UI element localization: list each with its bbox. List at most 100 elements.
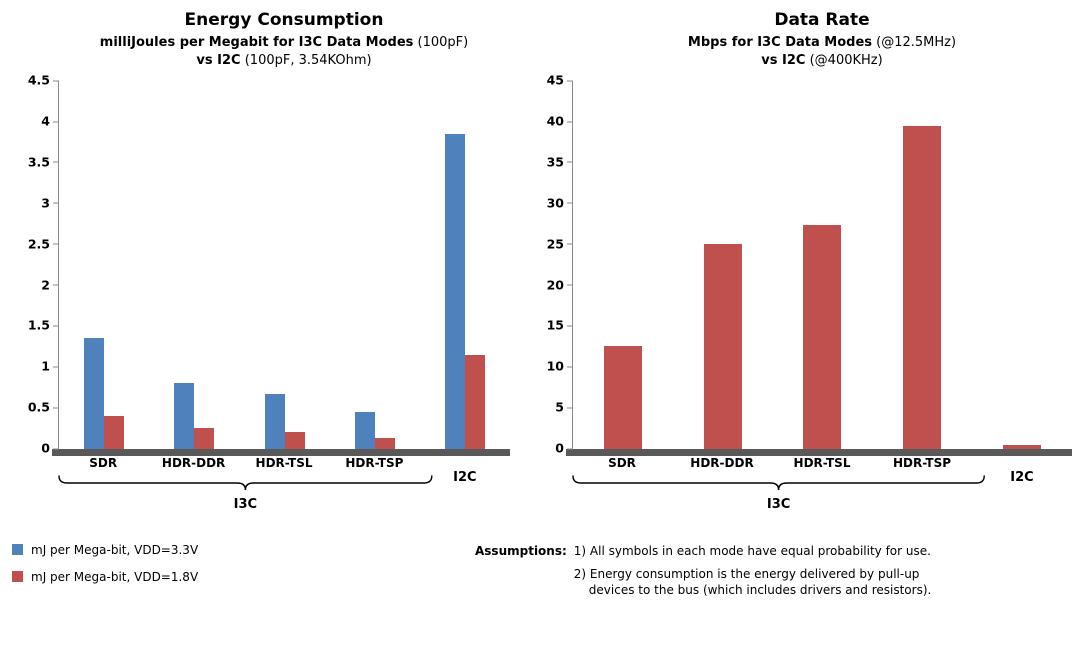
y-tick-mark [53,448,59,450]
bar-hdr-tsl [264,393,285,449]
category-labels-row: SDR HDR-DDR HDR-TSL HDR-TSP I2C [12,455,510,485]
gutter-spacer [532,495,572,517]
chart-subtitle-bold: vs I2C [761,53,806,69]
gutter-spacer [12,475,58,493]
y-tick-label: 4.5 [27,72,50,88]
bar-group-i2c [420,81,510,449]
y-tick-mark [567,121,573,123]
category-label-hdr-tsl: HDR-TSL [793,455,851,470]
plot-area [52,80,510,456]
assumptions-label: Assumptions: [475,543,567,558]
category-labels: SDR HDR-DDR HDR-TSL HDR-TSP I2C [572,455,1072,485]
footer: mJ per Mega-bit, VDD=3.3V mJ per Mega-bi… [0,517,1080,599]
bar-hdr-tsp [374,438,395,449]
group-label-row: I3C [12,495,510,517]
group-label-i3c: I3C [766,496,791,512]
y-tick-label: 30 [546,195,564,211]
y-tick-label: 4 [41,113,50,129]
y-tick-label: 1 [41,358,50,374]
i3c-group-brace [572,474,985,490]
assumptions-items: 1) All symbols in each mode have equal p… [574,543,956,599]
bar-hdr-tsp [903,125,942,449]
group-brace-holder [58,474,510,493]
x-axis-line [566,448,1072,456]
y-tick-label: 20 [546,276,564,292]
gutter-spacer [532,475,572,493]
bar-i2c [1003,445,1042,449]
gutter-spacer [12,456,58,471]
y-tick-mark [53,243,59,245]
y-tick-mark [53,121,59,123]
y-tick-mark [567,407,573,409]
bar-hdr-ddr [174,383,195,449]
y-tick-label: 2 [41,276,50,292]
plot-row: 0 0.5 1 1.5 2 2.5 3 3.5 4 4.5 [12,74,510,456]
y-tick-label: 2.5 [27,235,50,251]
bar-group-sdr [59,81,149,449]
category-label-sdr: SDR [608,455,636,470]
bar-group-hdr-ddr [673,81,773,449]
legend-label: mJ per Mega-bit, VDD=1.8V [31,569,199,584]
gutter-spacer [532,456,572,471]
chart-subtitle-bold: milliJoules per Megabit for I3C Data Mod… [99,35,414,51]
category-label-i2c: I2C [453,469,477,485]
legend-item-vdd18: mJ per Mega-bit, VDD=1.8V [12,570,262,584]
category-labels: SDR HDR-DDR HDR-TSL HDR-TSP I2C [58,455,510,485]
y-tick-mark [567,325,573,327]
bar-hdr-tsp [354,411,375,449]
plot-row: 0 5 10 15 20 25 30 35 40 45 [532,74,1072,456]
chart-subtitle-bold: vs I2C [196,53,241,69]
bar-sdr [104,415,125,449]
y-tick-label: 0.5 [27,399,50,415]
legend-swatch-blue [12,544,23,556]
bar-sdr [603,346,642,449]
category-label-sdr: SDR [89,455,118,470]
group-label-holder: I3C [58,495,510,517]
y-tick-mark [53,161,59,163]
bar-group-hdr-ddr [149,81,239,449]
bar-group-i2c [972,81,1072,449]
i3c-group-brace [58,474,433,490]
y-tick-label: 0 [555,440,564,456]
chart-title: Energy Consumption [184,10,384,30]
y-tick-mark [567,243,573,245]
chart-subtitle-line2: vs I2C (100pF, 3.54KOhm) [12,52,510,70]
chart-title: Data Rate [774,10,870,30]
assumption-item-1: 1) All symbols in each mode have equal p… [573,543,931,558]
y-axis-labels: 0 0.5 1 1.5 2 2.5 3 3.5 4 4.5 [12,74,58,454]
chart-subtitle-line1: Mbps for I3C Data Modes (@12.5MHz) [532,34,1072,52]
y-tick-mark [567,202,573,204]
group-brace-holder [572,474,1072,493]
y-tick-label: 25 [546,235,564,251]
gutter-spacer [12,495,58,517]
y-tick-mark [567,80,573,82]
group-brace-row [532,474,1072,493]
energy-consumption-chart: Energy Consumption milliJoules per Megab… [12,10,510,517]
plot-area [566,80,1072,456]
category-label-hdr-ddr: HDR-DDR [690,455,754,470]
bar-hdr-ddr [194,428,215,449]
y-tick-label: 40 [546,113,564,129]
bar-i2c [444,133,465,449]
bar-sdr [84,338,105,449]
bar-hdr-tsl [803,225,842,449]
bar-group-hdr-tsp [872,81,972,449]
chart-subtitle-line1: milliJoules per Megabit for I3C Data Mod… [12,34,510,52]
legend-swatch-red [12,571,23,583]
bar-hdr-ddr [703,244,742,449]
y-tick-label: 0 [41,440,50,456]
y-tick-mark [53,284,59,286]
y-tick-label: 15 [546,317,564,333]
group-label-i3c: I3C [233,496,258,512]
y-tick-label: 3.5 [27,154,50,170]
bar-group-sdr [573,81,673,449]
y-tick-mark [567,366,573,368]
chart-subtitle-paren: (100pF, 3.54KOhm) [240,53,372,69]
category-label-i2c: I2C [1010,469,1034,485]
legend: mJ per Mega-bit, VDD=3.3V mJ per Mega-bi… [12,543,262,597]
legend-label: mJ per Mega-bit, VDD=3.3V [31,542,199,557]
y-tick-label: 35 [546,154,564,170]
category-labels-row: SDR HDR-DDR HDR-TSL HDR-TSP I2C [532,455,1072,485]
data-rate-chart: Data Rate Mbps for I3C Data Modes (@12.5… [532,10,1072,517]
